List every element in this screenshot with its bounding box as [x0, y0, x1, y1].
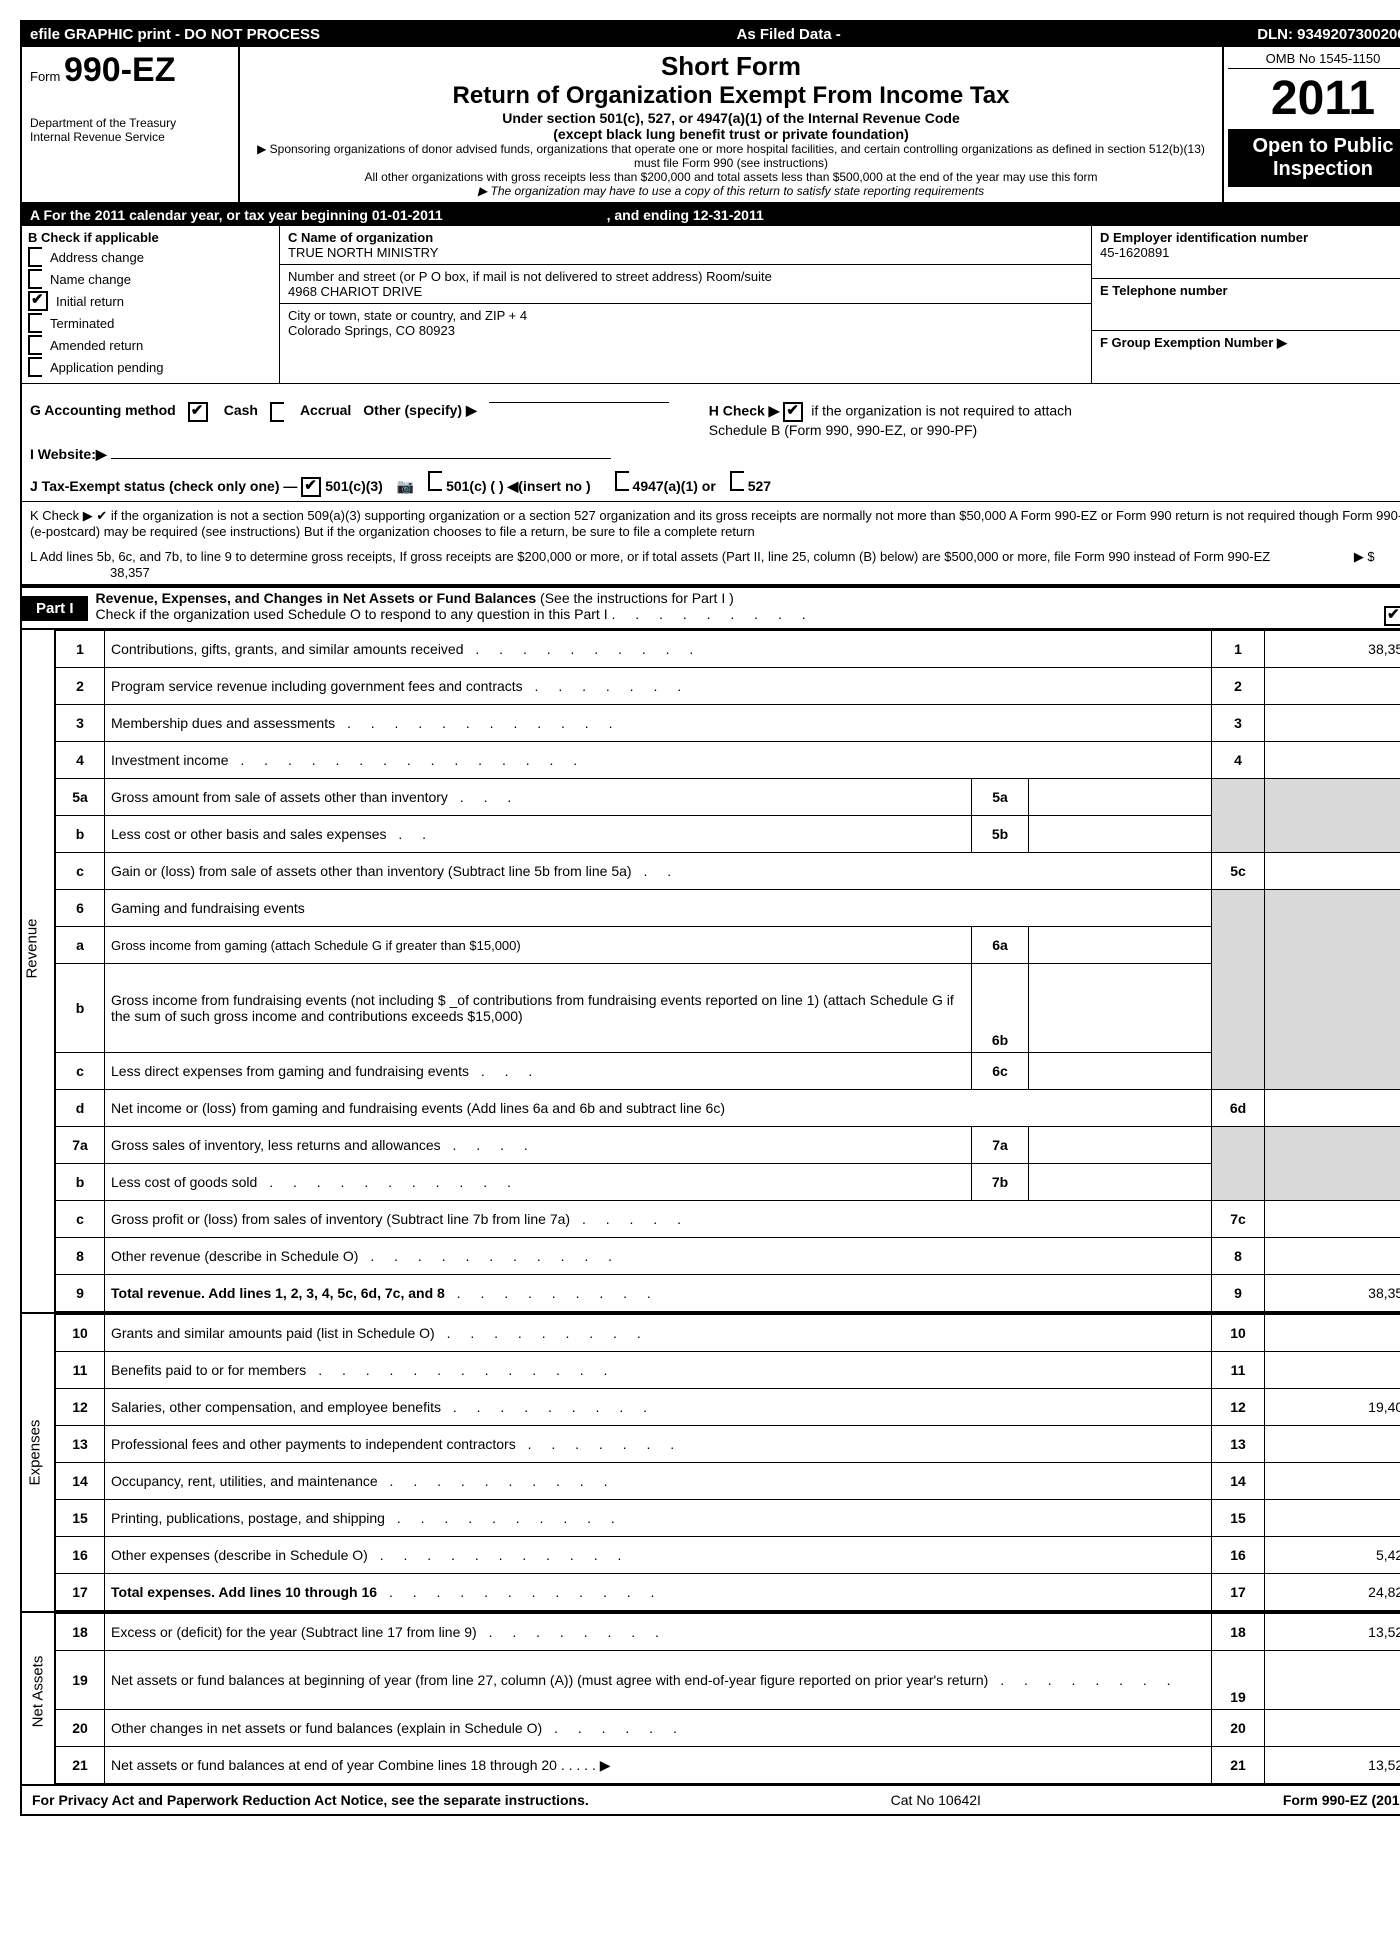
- j-4947[interactable]: [615, 471, 629, 491]
- revenue-section: Revenue 1Contributions, gifts, grants, a…: [22, 630, 1400, 1312]
- year: 2011: [1228, 69, 1400, 129]
- part1-check[interactable]: [1384, 606, 1400, 626]
- g-other-line[interactable]: [489, 402, 669, 403]
- col-b: B Check if applicable Address change Nam…: [22, 226, 280, 383]
- check-amend[interactable]: [28, 335, 42, 355]
- check-app[interactable]: [28, 357, 42, 377]
- g-cash-check[interactable]: [188, 402, 208, 422]
- note3: ▶ The organization may have to use a cop…: [248, 184, 1214, 198]
- short-form: Short Form: [248, 51, 1214, 82]
- open-public: Open to Public Inspection: [1228, 129, 1400, 187]
- expenses-table: 10Grants and similar amounts paid (list …: [55, 1314, 1400, 1611]
- note1: ▶ Sponsoring organizations of donor advi…: [248, 142, 1214, 170]
- c-city: Colorado Springs, CO 80923: [288, 323, 1083, 338]
- c-city-label: City or town, state or country, and ZIP …: [288, 308, 1083, 323]
- netassets-section: Net Assets 18Excess or (deficit) for the…: [22, 1611, 1400, 1784]
- footer-mid: Cat No 10642I: [891, 1792, 981, 1808]
- j-527[interactable]: [730, 471, 744, 491]
- sub2: (except black lung benefit trust or priv…: [248, 126, 1214, 142]
- c-name-label: C Name of organization: [288, 230, 1083, 245]
- g-label: G Accounting method: [30, 402, 176, 418]
- section-i: I Website:▶: [22, 442, 1400, 467]
- header-row: Form 990-EZ Department of the Treasury I…: [22, 47, 1400, 204]
- footer: For Privacy Act and Paperwork Reduction …: [22, 1784, 1400, 1814]
- form-prefix: Form: [30, 69, 60, 84]
- d-label: D Employer identification number: [1100, 230, 1400, 245]
- header-center: Short Form Return of Organization Exempt…: [240, 47, 1222, 202]
- header-left: Form 990-EZ Department of the Treasury I…: [22, 47, 240, 202]
- netassets-table: 18Excess or (deficit) for the year (Subt…: [55, 1613, 1400, 1784]
- section-j: J Tax-Exempt status (check only one) — 5…: [22, 467, 1400, 501]
- footer-left: For Privacy Act and Paperwork Reduction …: [32, 1792, 589, 1808]
- row-a-right: , and ending 12-31-2011: [607, 207, 764, 223]
- sub: Under section 501(c), 527, or 4947(a)(1)…: [248, 110, 1214, 126]
- form-990ez: efile GRAPHIC print - DO NOT PROCESS As …: [20, 20, 1400, 1816]
- top-right: DLN: 93492073002062: [1257, 26, 1400, 43]
- top-left: efile GRAPHIC print - DO NOT PROCESS: [30, 26, 320, 43]
- para-k: K Check ▶ ✔ if the organization is not a…: [22, 501, 1400, 545]
- check-name[interactable]: [28, 269, 42, 289]
- j-501c[interactable]: [428, 471, 442, 491]
- top-bar: efile GRAPHIC print - DO NOT PROCESS As …: [22, 22, 1400, 47]
- col-d: D Employer identification number 45-1620…: [1091, 226, 1400, 383]
- para-l: L Add lines 5b, 6c, and 7b, to line 9 to…: [22, 545, 1400, 586]
- part1-label: Part I: [22, 596, 88, 621]
- b-heading: B Check if applicable: [28, 230, 273, 245]
- section-g: G Accounting method Cash Accrual Other (…: [22, 384, 1400, 442]
- j-501c3[interactable]: [301, 477, 321, 497]
- c-name: TRUE NORTH MINISTRY: [288, 245, 1083, 260]
- check-initial[interactable]: [28, 291, 48, 311]
- check-addr[interactable]: [28, 247, 42, 267]
- row-a-left: A For the 2011 calendar year, or tax yea…: [30, 207, 443, 223]
- check-term[interactable]: [28, 313, 42, 333]
- col-c: C Name of organization TRUE NORTH MINIST…: [280, 226, 1091, 383]
- dept2: Internal Revenue Service: [30, 130, 230, 144]
- d-val: 45-1620891: [1100, 245, 1400, 260]
- f-label: F Group Exemption Number ▶: [1100, 335, 1400, 351]
- title: Return of Organization Exempt From Incom…: [248, 82, 1214, 110]
- form-number: 990-EZ: [64, 51, 176, 89]
- b-checks: Address change Name change Initial retur…: [28, 247, 273, 377]
- g-accrual-check[interactable]: [270, 402, 284, 422]
- row-a: A For the 2011 calendar year, or tax yea…: [22, 204, 1400, 226]
- h-check[interactable]: [783, 402, 803, 422]
- revenue-table: 1Contributions, gifts, grants, and simil…: [55, 630, 1400, 1312]
- top-mid: As Filed Data -: [737, 26, 841, 43]
- dept1: Department of the Treasury: [30, 116, 230, 130]
- footer-right: Form 990-EZ (2010): [1283, 1792, 1400, 1808]
- omb: OMB No 1545-1150: [1228, 51, 1400, 69]
- header-right: OMB No 1545-1150 2011 Open to Public Ins…: [1222, 47, 1400, 202]
- c-addr-label: Number and street (or P O box, if mail i…: [288, 269, 1083, 284]
- expenses-section: Expenses 10Grants and similar amounts pa…: [22, 1312, 1400, 1611]
- section-b-block: B Check if applicable Address change Nam…: [22, 226, 1400, 384]
- part1-bar: Part I Revenue, Expenses, and Changes in…: [22, 586, 1400, 630]
- l-amount: 38,357: [110, 565, 150, 580]
- note2: All other organizations with gross recei…: [248, 170, 1214, 184]
- e-label: E Telephone number: [1100, 283, 1400, 298]
- website-line[interactable]: [111, 458, 611, 459]
- c-addr: 4968 CHARIOT DRIVE: [288, 284, 1083, 299]
